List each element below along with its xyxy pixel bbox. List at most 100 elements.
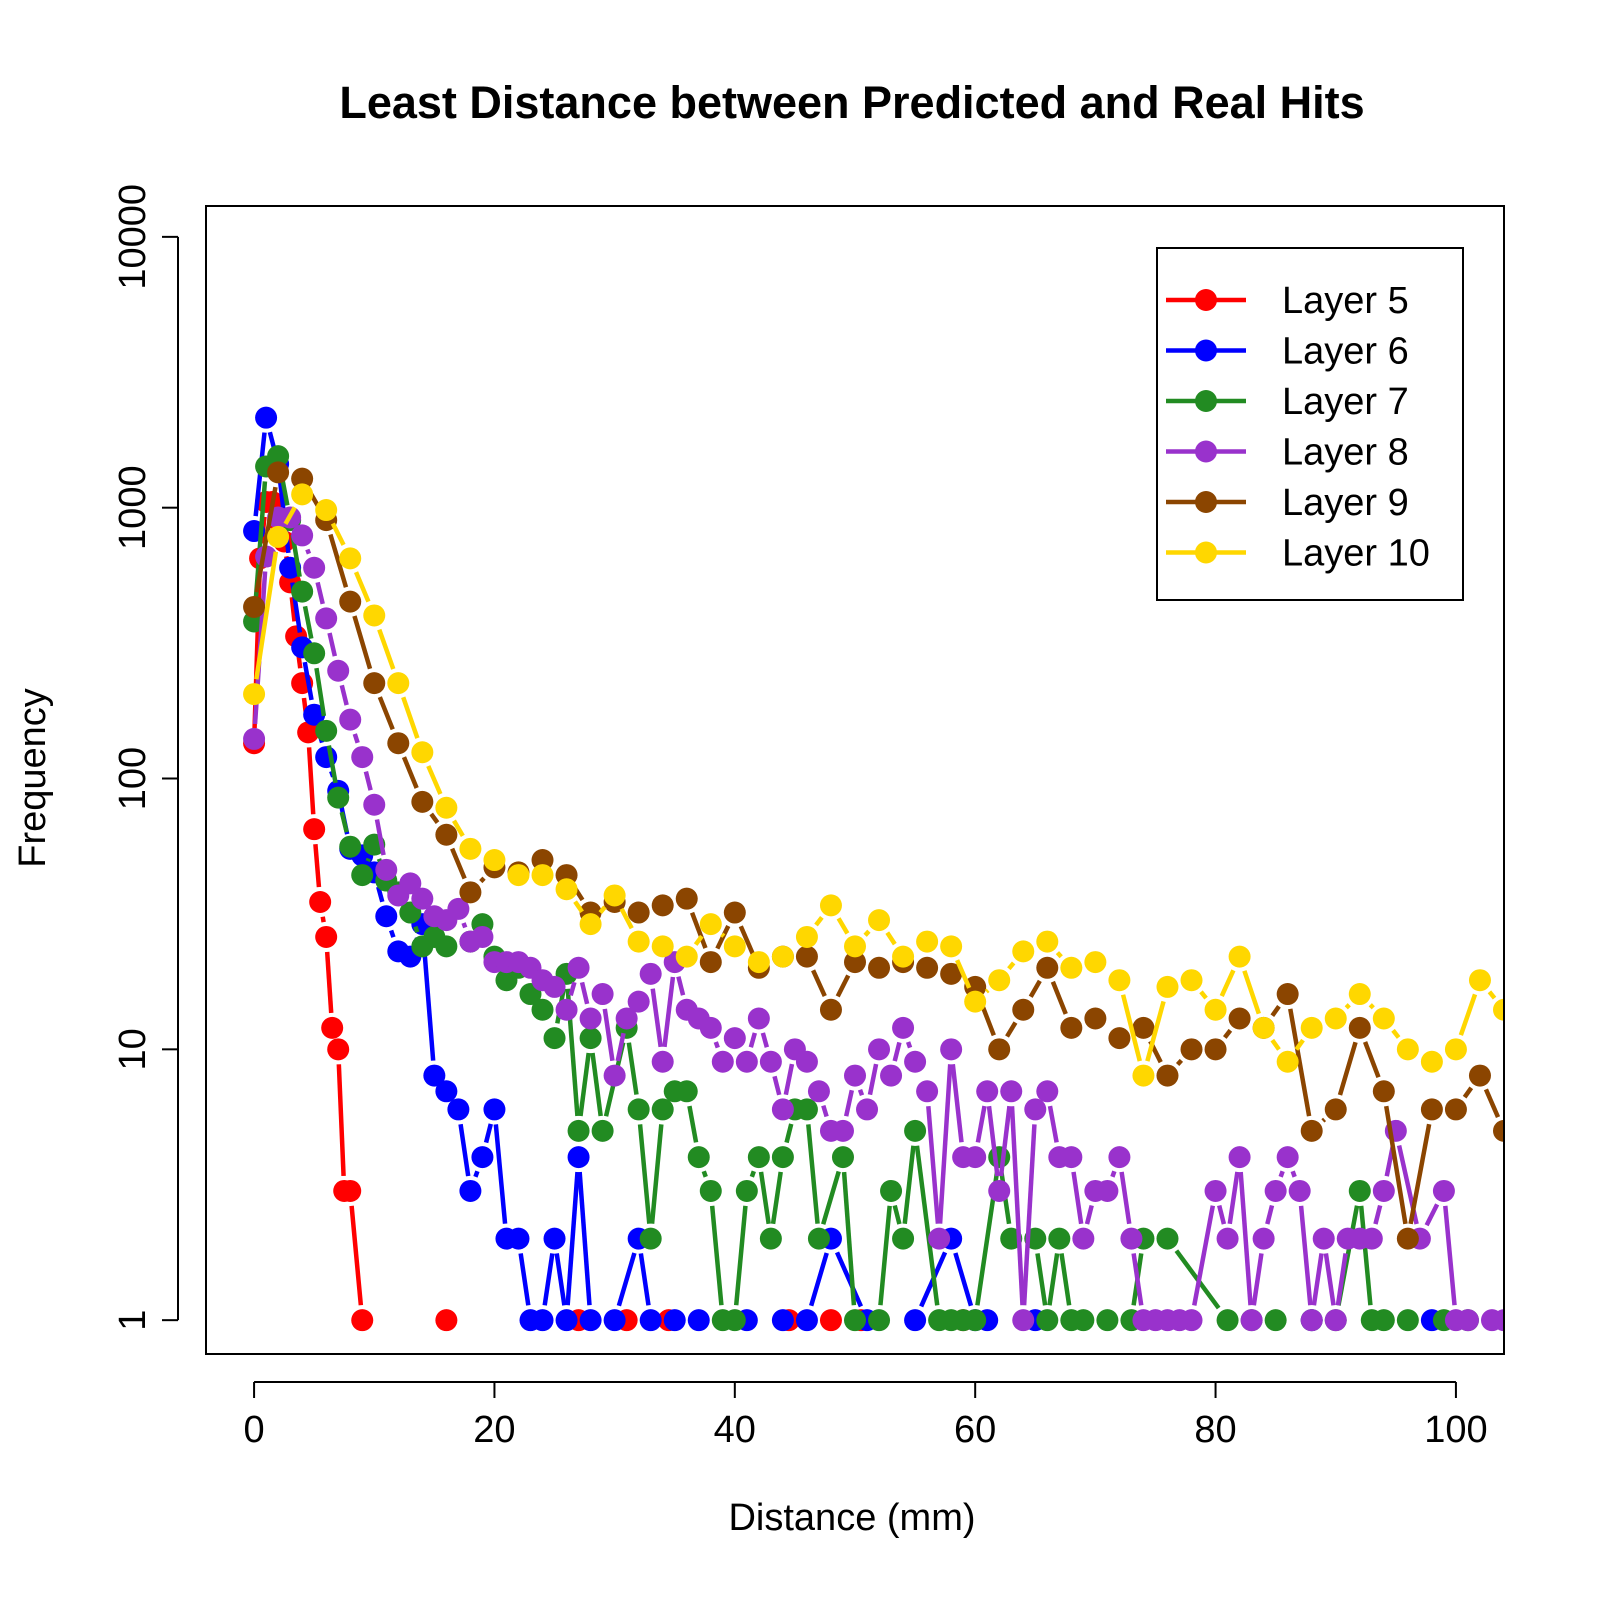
data-point: [591, 983, 614, 1006]
series-line-segment: [1251, 1253, 1264, 1306]
legend-label: Layer 10: [1282, 533, 1430, 575]
data-point: [1060, 1146, 1083, 1169]
data-point: [375, 905, 398, 928]
series-line-segment: [1035, 1253, 1048, 1306]
series-line-segment: [814, 915, 824, 927]
data-point: [579, 1309, 602, 1332]
series-line-segment: [1192, 1205, 1216, 1306]
series-line-segment: [479, 876, 486, 884]
series-line-segment: [1335, 1253, 1348, 1306]
data-point: [1060, 1016, 1083, 1039]
data-point: [1348, 1179, 1371, 1202]
y-tick-label: 1: [112, 1310, 154, 1331]
series-line-segment: [806, 1124, 820, 1224]
data-point: [327, 1038, 350, 1061]
series-2: [243, 406, 1443, 1332]
data-point: [1120, 1227, 1143, 1250]
series-line-segment: [1290, 1170, 1297, 1178]
data-point: [1468, 969, 1491, 992]
data-point: [471, 925, 494, 948]
data-point: [303, 556, 326, 579]
data-point: [255, 406, 278, 429]
data-point: [615, 1007, 638, 1030]
data-point: [1348, 983, 1371, 1006]
data-point: [795, 925, 818, 948]
data-point: [327, 786, 350, 809]
data-point: [459, 881, 482, 904]
series-line-segment: [1483, 1088, 1501, 1119]
data-point: [759, 1050, 782, 1073]
series-line-segment: [602, 1008, 615, 1062]
data-point: [1060, 956, 1083, 979]
data-point: [579, 1007, 602, 1030]
data-point: [699, 913, 722, 936]
data-point: [507, 864, 530, 887]
series-line-segment: [950, 1063, 964, 1143]
series-line-segment: [1009, 1106, 1025, 1306]
series-line-segment: [984, 988, 990, 994]
series-line-segment: [693, 934, 704, 946]
data-point: [1300, 1119, 1323, 1142]
data-point: [1072, 1227, 1095, 1250]
data-point: [1228, 945, 1251, 968]
data-point: [795, 945, 818, 968]
series-line-segment: [1458, 993, 1478, 1036]
series-line-segment: [638, 1253, 651, 1306]
series-line-segment: [649, 1124, 664, 1224]
series-line-segment: [1047, 1105, 1059, 1143]
data-point: [1228, 1146, 1251, 1169]
y-tick-label: 10000: [112, 184, 154, 290]
series-6: [243, 483, 1504, 1087]
data-point: [483, 1098, 506, 1121]
plot-area: [243, 406, 1504, 1332]
data-point: [375, 858, 398, 881]
series-line-segment: [1047, 1253, 1060, 1306]
data-point: [555, 1309, 578, 1332]
data-point: [639, 1227, 662, 1250]
data-point: [447, 1098, 470, 1121]
series-line-segment: [662, 976, 676, 1048]
series-line-segment: [1145, 1000, 1166, 1062]
series-line-segment: [749, 1170, 756, 1178]
data-point: [531, 849, 554, 872]
series-line-segment: [713, 1041, 720, 1049]
data-point: [267, 525, 290, 548]
data-point: [1012, 940, 1035, 963]
data-point: [447, 897, 470, 920]
series-line-segment: [955, 959, 972, 989]
legend-marker: [1195, 491, 1217, 513]
series-line-segment: [1199, 990, 1208, 1000]
data-point: [1420, 1098, 1443, 1121]
series-line-segment: [1311, 1253, 1324, 1306]
data-point: [387, 672, 410, 695]
data-point: [387, 732, 410, 755]
series-line-segment: [892, 1204, 902, 1225]
series-line-segment: [1391, 1028, 1401, 1039]
data-point: [303, 818, 326, 841]
data-point: [435, 796, 458, 819]
data-point: [1264, 1309, 1287, 1332]
series-line-segment: [863, 929, 871, 937]
series-line-segment: [568, 981, 577, 996]
data-point: [880, 1064, 903, 1087]
data-point: [363, 793, 386, 816]
data-point: [603, 1064, 626, 1087]
data-point: [988, 1146, 1011, 1169]
data-point: [1468, 1064, 1491, 1087]
data-point: [411, 887, 434, 910]
data-point: [321, 1016, 344, 1039]
data-point: [507, 1227, 530, 1250]
series-line-segment: [598, 905, 607, 915]
data-point: [1180, 1038, 1203, 1061]
series-line-segment: [305, 548, 312, 555]
y-tick-label: 10: [112, 1028, 154, 1070]
data-point: [723, 935, 746, 958]
data-point: [567, 1119, 590, 1142]
data-point: [363, 604, 386, 627]
series-line-segment: [1443, 1205, 1457, 1306]
series-line-segment: [1050, 980, 1068, 1015]
series-line-segment: [809, 1252, 829, 1307]
series-line-segment: [905, 1041, 913, 1049]
legend-marker: [1195, 289, 1217, 311]
